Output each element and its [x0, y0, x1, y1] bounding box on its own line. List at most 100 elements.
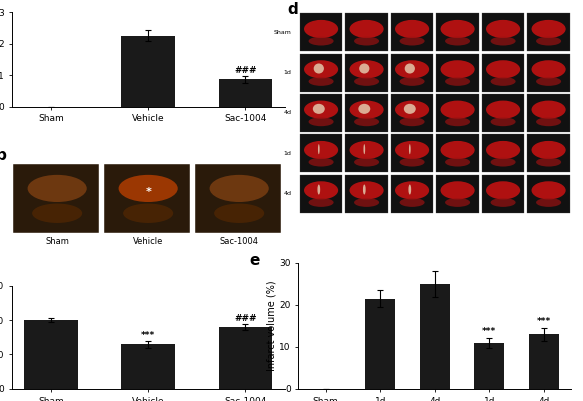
Ellipse shape: [536, 36, 561, 45]
Ellipse shape: [308, 198, 333, 207]
Ellipse shape: [532, 181, 566, 199]
Ellipse shape: [304, 101, 338, 119]
FancyBboxPatch shape: [482, 94, 525, 132]
FancyBboxPatch shape: [13, 164, 99, 233]
Ellipse shape: [536, 117, 561, 126]
Ellipse shape: [441, 20, 475, 38]
FancyBboxPatch shape: [345, 134, 388, 172]
Ellipse shape: [395, 181, 429, 199]
Bar: [366, 299, 395, 389]
Ellipse shape: [308, 36, 333, 45]
Text: ***: ***: [537, 317, 551, 326]
Text: 1d: 1d: [283, 151, 292, 156]
Ellipse shape: [354, 158, 379, 166]
FancyBboxPatch shape: [436, 94, 479, 132]
Text: d: d: [287, 2, 298, 17]
Ellipse shape: [445, 117, 470, 126]
Text: Sac-1004: Sac-1004: [220, 237, 259, 245]
Ellipse shape: [399, 36, 424, 45]
Text: Vehicle: Vehicle: [133, 237, 163, 245]
Ellipse shape: [399, 158, 424, 166]
FancyBboxPatch shape: [527, 174, 570, 213]
Bar: [529, 334, 559, 389]
Ellipse shape: [359, 104, 370, 114]
FancyBboxPatch shape: [436, 134, 479, 172]
Ellipse shape: [486, 181, 520, 199]
Ellipse shape: [441, 101, 475, 119]
Ellipse shape: [32, 204, 82, 223]
Ellipse shape: [308, 77, 333, 86]
Ellipse shape: [404, 104, 416, 114]
Ellipse shape: [405, 63, 415, 73]
Text: Sham: Sham: [45, 237, 69, 245]
Ellipse shape: [350, 60, 384, 78]
Ellipse shape: [304, 181, 338, 199]
Ellipse shape: [441, 181, 475, 199]
Ellipse shape: [363, 184, 366, 194]
FancyBboxPatch shape: [345, 94, 388, 132]
Ellipse shape: [490, 117, 515, 126]
Bar: [420, 284, 450, 389]
Text: 1d: 1d: [283, 70, 292, 75]
Ellipse shape: [445, 198, 470, 207]
Ellipse shape: [123, 204, 173, 223]
Text: Sham: Sham: [273, 30, 292, 35]
FancyBboxPatch shape: [300, 13, 342, 51]
Ellipse shape: [308, 117, 333, 126]
Ellipse shape: [304, 20, 338, 38]
Ellipse shape: [354, 198, 379, 207]
Bar: [121, 344, 175, 389]
Ellipse shape: [304, 141, 338, 159]
FancyBboxPatch shape: [391, 134, 434, 172]
FancyBboxPatch shape: [527, 94, 570, 132]
Ellipse shape: [354, 117, 379, 126]
Ellipse shape: [317, 184, 320, 194]
FancyBboxPatch shape: [482, 13, 525, 51]
Ellipse shape: [118, 175, 178, 202]
FancyBboxPatch shape: [527, 54, 570, 91]
Y-axis label: Infarct volume (%): Infarct volume (%): [266, 281, 276, 371]
Ellipse shape: [399, 198, 424, 207]
Bar: [121, 36, 175, 107]
FancyBboxPatch shape: [527, 134, 570, 172]
Ellipse shape: [395, 141, 429, 159]
Ellipse shape: [536, 198, 561, 207]
Text: e: e: [249, 253, 259, 268]
Ellipse shape: [486, 20, 520, 38]
Ellipse shape: [445, 158, 470, 166]
Text: ###: ###: [234, 314, 257, 323]
FancyBboxPatch shape: [436, 174, 479, 213]
Ellipse shape: [214, 204, 264, 223]
Ellipse shape: [490, 198, 515, 207]
Ellipse shape: [490, 36, 515, 45]
Bar: [24, 320, 78, 389]
Ellipse shape: [409, 184, 411, 194]
Ellipse shape: [354, 36, 379, 45]
FancyBboxPatch shape: [482, 54, 525, 91]
Ellipse shape: [308, 158, 333, 166]
Ellipse shape: [409, 144, 410, 154]
Ellipse shape: [395, 20, 429, 38]
Text: *: *: [145, 187, 151, 197]
Ellipse shape: [532, 20, 566, 38]
Bar: [219, 327, 272, 389]
FancyBboxPatch shape: [300, 174, 342, 213]
Ellipse shape: [314, 63, 324, 73]
FancyBboxPatch shape: [195, 164, 281, 233]
FancyBboxPatch shape: [300, 134, 342, 172]
Ellipse shape: [486, 101, 520, 119]
Ellipse shape: [395, 101, 429, 119]
FancyBboxPatch shape: [104, 164, 190, 233]
Ellipse shape: [486, 141, 520, 159]
Ellipse shape: [486, 60, 520, 78]
Ellipse shape: [532, 101, 566, 119]
Ellipse shape: [395, 60, 429, 78]
Ellipse shape: [536, 158, 561, 166]
Ellipse shape: [532, 60, 566, 78]
Ellipse shape: [313, 104, 325, 114]
Ellipse shape: [536, 77, 561, 86]
FancyBboxPatch shape: [300, 94, 342, 132]
Ellipse shape: [350, 20, 384, 38]
Ellipse shape: [354, 77, 379, 86]
Ellipse shape: [304, 60, 338, 78]
